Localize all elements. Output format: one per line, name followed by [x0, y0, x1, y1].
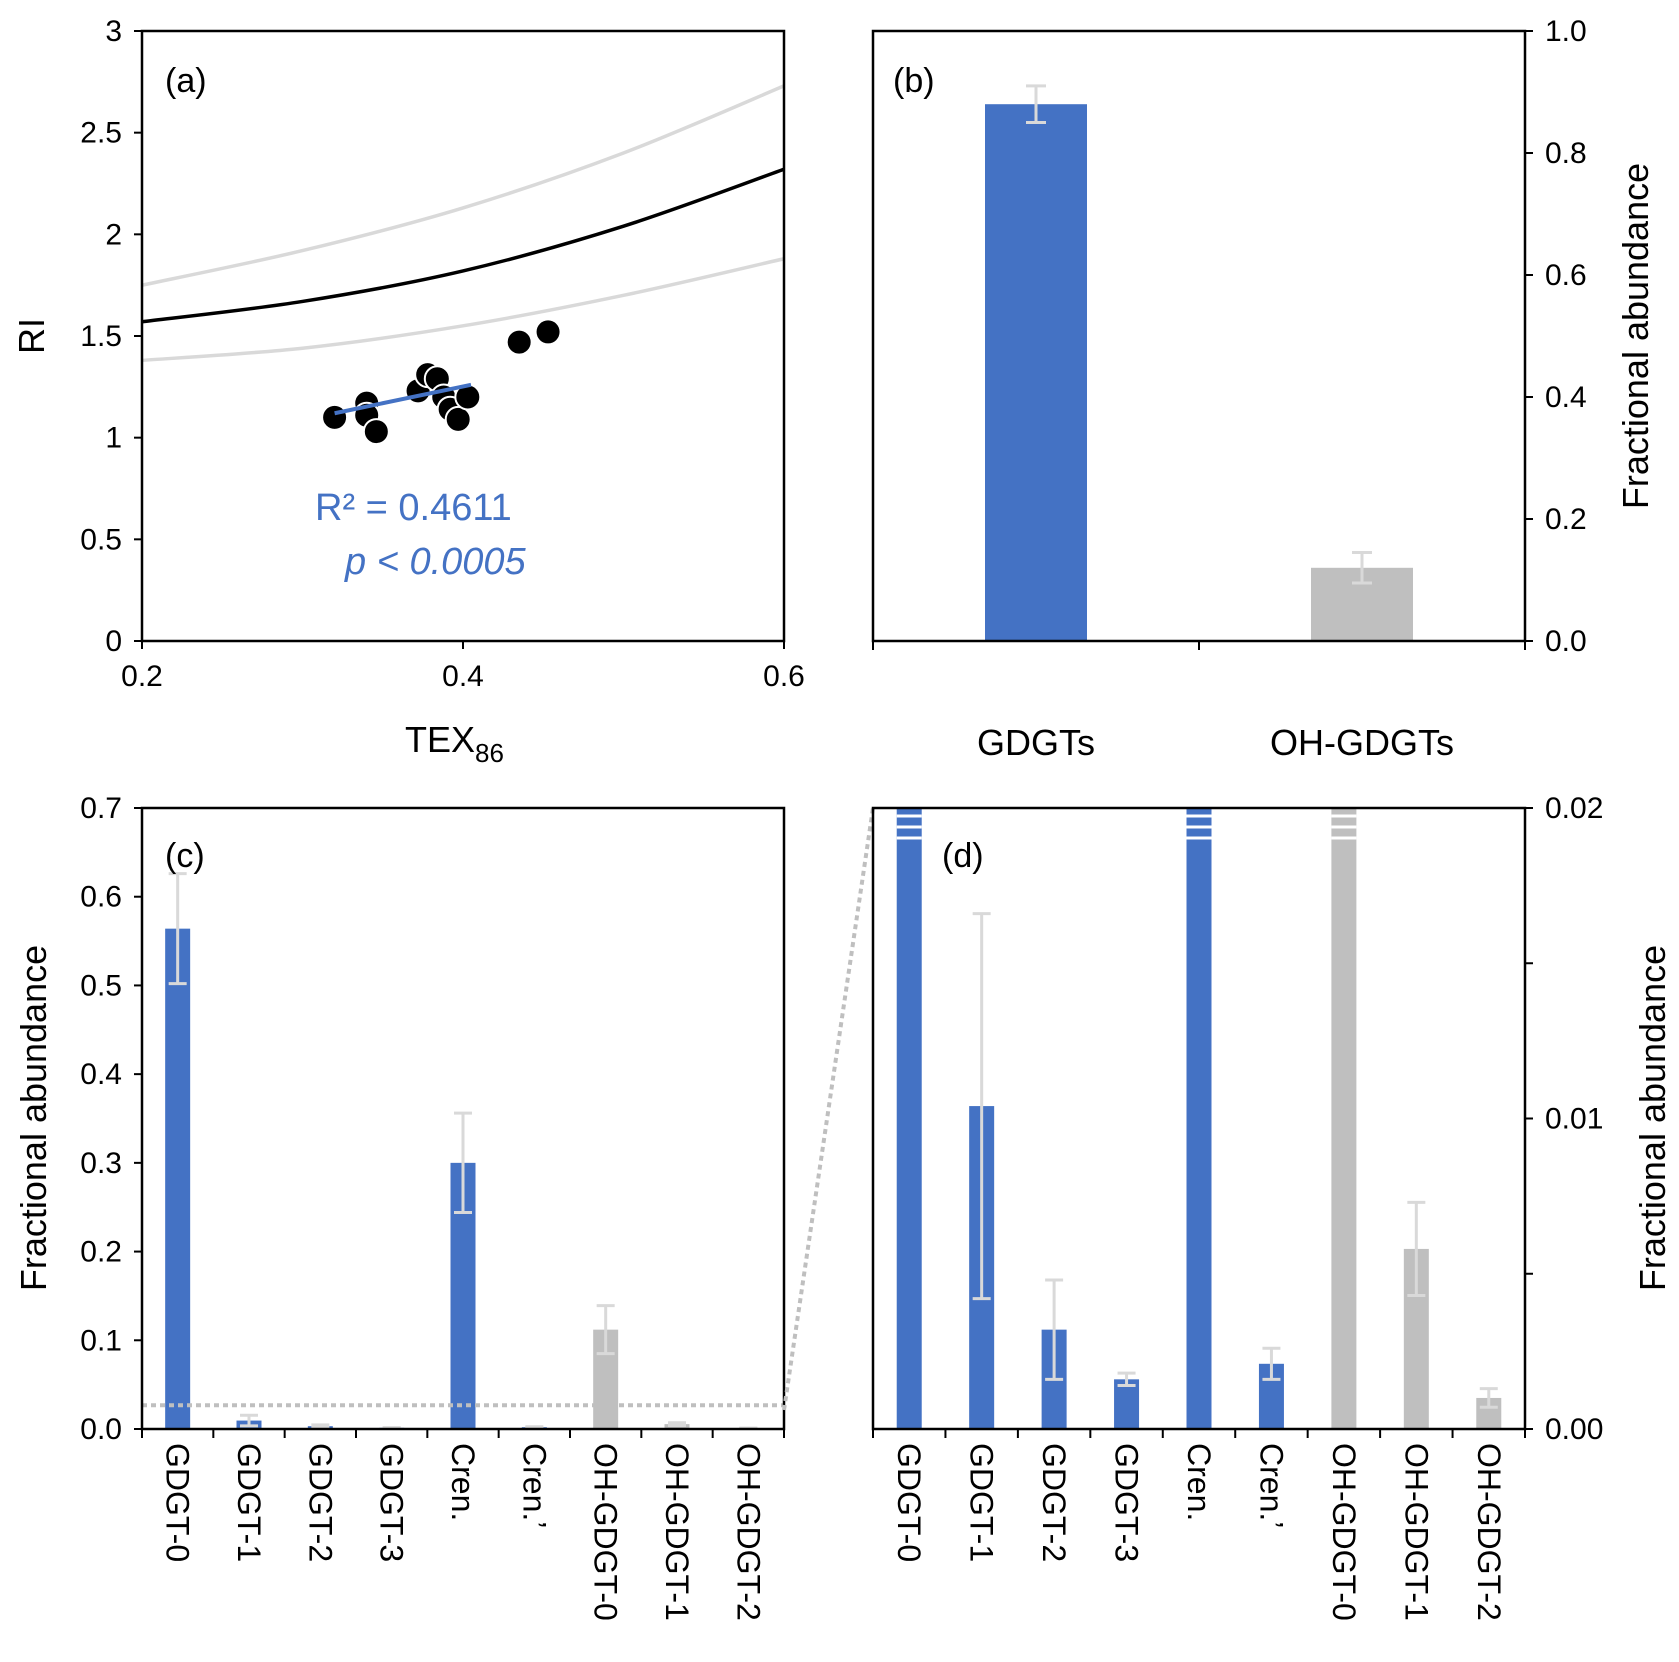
c-ytick-label-6: 0.6	[80, 881, 122, 914]
b-ytick-label-4: 0.8	[1545, 137, 1587, 170]
b-bars: GDGTs OH-GDGTs	[977, 84, 1454, 763]
panel-a-scatter: 0 0.5 1 1.5 2 2.5 3 0.2 0.4 0.6 (a) R² = 0.4611 p…	[11, 15, 805, 768]
a-x-axis-title: TEX86	[405, 719, 504, 768]
a-trendline-segment	[334, 382, 472, 416]
a-xtick-label-2: 0.6	[763, 660, 805, 693]
c-category-label-4: Cren.	[445, 1443, 481, 1521]
a-x-axis-title-main: TEX	[405, 719, 475, 760]
a-ytick-label-5: 2.5	[80, 117, 122, 150]
a-y-axis-title: RI	[11, 318, 52, 354]
c-category-label-3: GDGT-3	[374, 1443, 410, 1562]
b-category-label-1: OH-GDGTs	[1270, 722, 1454, 763]
a-x-axis-title-sub: 86	[475, 738, 504, 768]
d-category-label-7: OH-GDGT-1	[1398, 1443, 1434, 1621]
b-bar-0	[985, 104, 1087, 641]
d-category-label-6: OH-GDGT-0	[1326, 1443, 1362, 1621]
a-point-12	[534, 318, 562, 346]
c-category-label-7: OH-GDGT-1	[659, 1443, 695, 1621]
a-model-curves	[141, 84, 785, 363]
panel-b-bar: GDGTs OH-GDGTs 0.0 0.2 0.4 0.6 0.8 1.0 (b) Fra…	[871, 15, 1656, 763]
c-ytick-label-4: 0.4	[80, 1058, 122, 1091]
a-xtick-label-1: 0.4	[442, 660, 484, 693]
c-y-axis-title: Fractional abundance	[13, 945, 54, 1291]
d-category-label-4: Cren.	[1181, 1443, 1217, 1521]
c-panel-label: (c)	[165, 837, 205, 875]
d-bar-3	[1114, 1379, 1140, 1429]
a-ytick-label-2: 1	[105, 422, 122, 455]
c-category-label-6: OH-GDGT-0	[588, 1443, 624, 1621]
a-curve-upper	[141, 84, 785, 287]
a-p-annotation: p < 0.0005	[344, 541, 527, 583]
a-panel-label: (a)	[165, 62, 207, 100]
b-panel-label: (b)	[893, 62, 935, 100]
b-ytick-label-0: 0.0	[1545, 625, 1587, 658]
d-ytick-label-2: 0.02	[1545, 792, 1603, 825]
c-category-label-5: Cren.’	[516, 1443, 552, 1528]
a-ytick-label-3: 1.5	[80, 320, 122, 353]
c-axis-ticks: 0.0 0.1 0.2 0.3 0.4 0.5 0.6 0.7	[80, 792, 785, 1446]
b-axis-ticks: 0.0 0.2 0.4 0.6 0.8 1.0	[872, 15, 1587, 658]
panel-c-bar: GDGT-0 GDGT-1 GDGT-2 GDGT-3 Cren. Cren.’ OH-GD…	[13, 792, 786, 1621]
b-ytick-label-3: 0.6	[1545, 259, 1587, 292]
c-category-label-2: GDGT-2	[302, 1443, 338, 1562]
a-curve-lower	[141, 257, 785, 363]
b-ytick-label-5: 1.0	[1545, 15, 1587, 48]
a-ytick-label-0: 0	[105, 625, 122, 658]
c-plot-frame	[140, 806, 786, 1431]
d-category-label-8: OH-GDGT-2	[1471, 1443, 1507, 1621]
panel-d-bar: GDGT-0 GDGT-1 GDGT-2 GDGT-3 Cren. Cren.’ OH-GD…	[871, 792, 1673, 1621]
d-bar-0	[896, 808, 922, 1429]
d-axis-ticks: 0.00 0.01 0.02	[872, 792, 1603, 1446]
c-bars: GDGT-0 GDGT-1 GDGT-2 GDGT-3 Cren. Cren.’ OH-GD…	[160, 872, 766, 1621]
c-category-label-0: GDGT-0	[160, 1443, 196, 1562]
d-ytick-label-0: 0.00	[1545, 1413, 1603, 1446]
d-bars: GDGT-0 GDGT-1 GDGT-2 GDGT-3 Cren. Cren.’ OH-GD…	[891, 808, 1507, 1621]
a-xtick-label-0: 0.2	[121, 660, 163, 693]
d-bar-4	[1186, 808, 1212, 1429]
zoom-connector-line	[782, 807, 875, 1411]
a-point-3	[362, 418, 390, 446]
a-point-0	[321, 403, 349, 431]
c-ytick-label-0: 0.0	[80, 1413, 122, 1446]
c-category-label-8: OH-GDGT-2	[730, 1443, 766, 1621]
c-ytick-label-7: 0.7	[80, 792, 122, 825]
b-ytick-label-2: 0.4	[1545, 381, 1587, 414]
b-category-label-0: GDGTs	[977, 722, 1095, 763]
d-panel-label: (d)	[942, 837, 984, 875]
b-y-axis-title: Fractional abundance	[1615, 163, 1656, 509]
c-category-label-1: GDGT-1	[231, 1443, 267, 1562]
a-ytick-label-6: 3	[105, 15, 122, 48]
d-category-label-2: GDGT-2	[1036, 1443, 1072, 1562]
d-ytick-label-1: 0.01	[1545, 1103, 1603, 1136]
b-plot-frame	[871, 29, 1527, 643]
a-ytick-label-4: 2	[105, 218, 122, 251]
c-ytick-label-2: 0.2	[80, 1236, 122, 1269]
d-category-label-0: GDGT-0	[891, 1443, 927, 1562]
c-bar-0	[165, 928, 191, 1429]
b-ytick-label-1: 0.2	[1545, 503, 1587, 536]
c-ytick-label-5: 0.5	[80, 969, 122, 1002]
d-category-label-5: Cren.’	[1253, 1443, 1289, 1528]
d-y-axis-title: Fractional abundance	[1632, 945, 1673, 1291]
a-data-points	[321, 318, 562, 446]
a-curve-main	[141, 167, 785, 324]
a-point-9	[444, 405, 472, 433]
a-r2-annotation: R² = 0.4611	[315, 487, 512, 529]
a-axis-ticks: 0 0.5 1 1.5 2 2.5 3 0.2 0.4 0.6	[80, 15, 805, 693]
d-category-label-1: GDGT-1	[964, 1443, 1000, 1562]
d-category-label-3: GDGT-3	[1109, 1443, 1145, 1562]
c-ytick-label-1: 0.1	[80, 1324, 122, 1357]
c-ytick-label-3: 0.3	[80, 1147, 122, 1180]
a-point-11	[505, 328, 533, 356]
d-bar-6	[1331, 808, 1357, 1429]
a-trendline	[334, 382, 472, 416]
a-ytick-label-1: 0.5	[80, 523, 122, 556]
